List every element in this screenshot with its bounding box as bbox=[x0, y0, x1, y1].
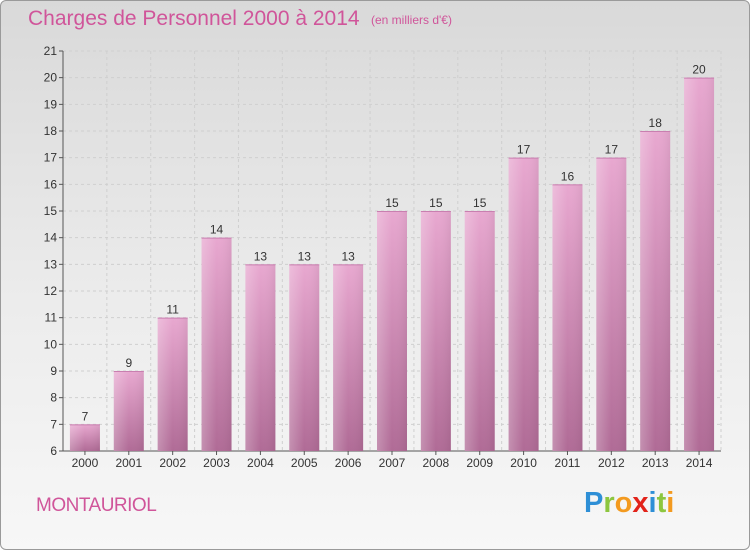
bar-value-label: 20 bbox=[692, 63, 706, 77]
bar-shading bbox=[420, 211, 451, 451]
y-tick-label: 15 bbox=[44, 204, 58, 218]
y-tick-label: 10 bbox=[44, 337, 58, 351]
y-tick-label: 18 bbox=[44, 124, 58, 138]
y-tick-label: 21 bbox=[44, 44, 58, 58]
y-tick-label: 17 bbox=[44, 151, 58, 165]
bar-shading bbox=[640, 131, 671, 451]
bar-shading bbox=[684, 77, 715, 452]
y-tick-label: 12 bbox=[44, 284, 58, 298]
town-name: MONTAURIOL bbox=[36, 495, 157, 516]
x-tick-label: 2014 bbox=[686, 456, 713, 470]
bar-value-label: 18 bbox=[649, 116, 663, 130]
x-tick-label: 2012 bbox=[598, 456, 625, 470]
x-tick-label: 2004 bbox=[247, 456, 274, 470]
y-tick-label: 9 bbox=[50, 364, 57, 378]
bar-shading bbox=[245, 264, 276, 451]
bar-value-label: 7 bbox=[82, 409, 89, 423]
x-tick-label: 2000 bbox=[72, 456, 99, 470]
x-tick-label: 2013 bbox=[642, 456, 669, 470]
bar-value-label: 15 bbox=[385, 196, 399, 210]
x-tick-label: 2001 bbox=[115, 456, 142, 470]
y-tick-label: 19 bbox=[44, 97, 58, 111]
y-tick-label: 6 bbox=[50, 444, 57, 458]
x-tick-label: 2002 bbox=[159, 456, 186, 470]
bar-value-label: 15 bbox=[473, 196, 487, 210]
bar-shading bbox=[333, 264, 364, 451]
x-tick-label: 2008 bbox=[423, 456, 450, 470]
bar-shading bbox=[377, 211, 407, 451]
y-tick-label: 13 bbox=[44, 257, 58, 271]
x-axis: 2000 2001 2002 2003 2004 2005 2006 2007 2008 2009… bbox=[72, 451, 713, 470]
bar-shading bbox=[289, 264, 320, 451]
bar-shading bbox=[157, 317, 188, 451]
proxiti-logo: Proxiti bbox=[584, 487, 675, 519]
y-tick-label: 20 bbox=[44, 71, 58, 85]
x-tick-label: 2011 bbox=[555, 456, 581, 470]
x-tick-label: 2003 bbox=[203, 456, 230, 470]
bar-value-label: 11 bbox=[166, 303, 179, 317]
bar-shading bbox=[201, 237, 232, 451]
bar-value-label: 15 bbox=[429, 196, 443, 210]
y-tick-label: 11 bbox=[45, 311, 58, 325]
x-tick-label: 2005 bbox=[291, 456, 318, 470]
bar-value-label: 13 bbox=[341, 249, 355, 263]
bar-shading bbox=[552, 184, 583, 452]
bar-shading bbox=[69, 424, 100, 451]
y-tick-label: 8 bbox=[50, 391, 57, 405]
chart-title: Charges de Personnel 2000 à 2014 bbox=[28, 7, 360, 30]
bar-shading bbox=[113, 371, 144, 451]
bar-value-label: 14 bbox=[210, 223, 224, 237]
x-tick-label: 2009 bbox=[466, 456, 493, 470]
bar-shading bbox=[596, 157, 627, 451]
bars: 7 9 11 14 13 13 13 15 15 15 17 16 17 18 20 bbox=[69, 63, 715, 452]
bar-value-label: 13 bbox=[254, 249, 268, 263]
y-tick-label: 7 bbox=[50, 417, 57, 431]
x-tick-label: 2007 bbox=[379, 456, 406, 470]
bar-value-label: 9 bbox=[125, 356, 132, 370]
bar-value-label: 13 bbox=[298, 249, 312, 263]
x-tick-label: 2010 bbox=[510, 456, 537, 470]
bar-value-label: 17 bbox=[517, 143, 531, 157]
chart-unit: (en milliers d'€) bbox=[371, 13, 452, 27]
bar-shading bbox=[464, 211, 495, 451]
y-tick-label: 16 bbox=[44, 177, 58, 191]
y-tick-label: 14 bbox=[44, 231, 58, 245]
bar-value-label: 16 bbox=[561, 169, 575, 183]
bar-shading bbox=[508, 157, 539, 451]
x-tick-label: 2006 bbox=[335, 456, 362, 470]
bar-value-label: 17 bbox=[605, 143, 619, 157]
